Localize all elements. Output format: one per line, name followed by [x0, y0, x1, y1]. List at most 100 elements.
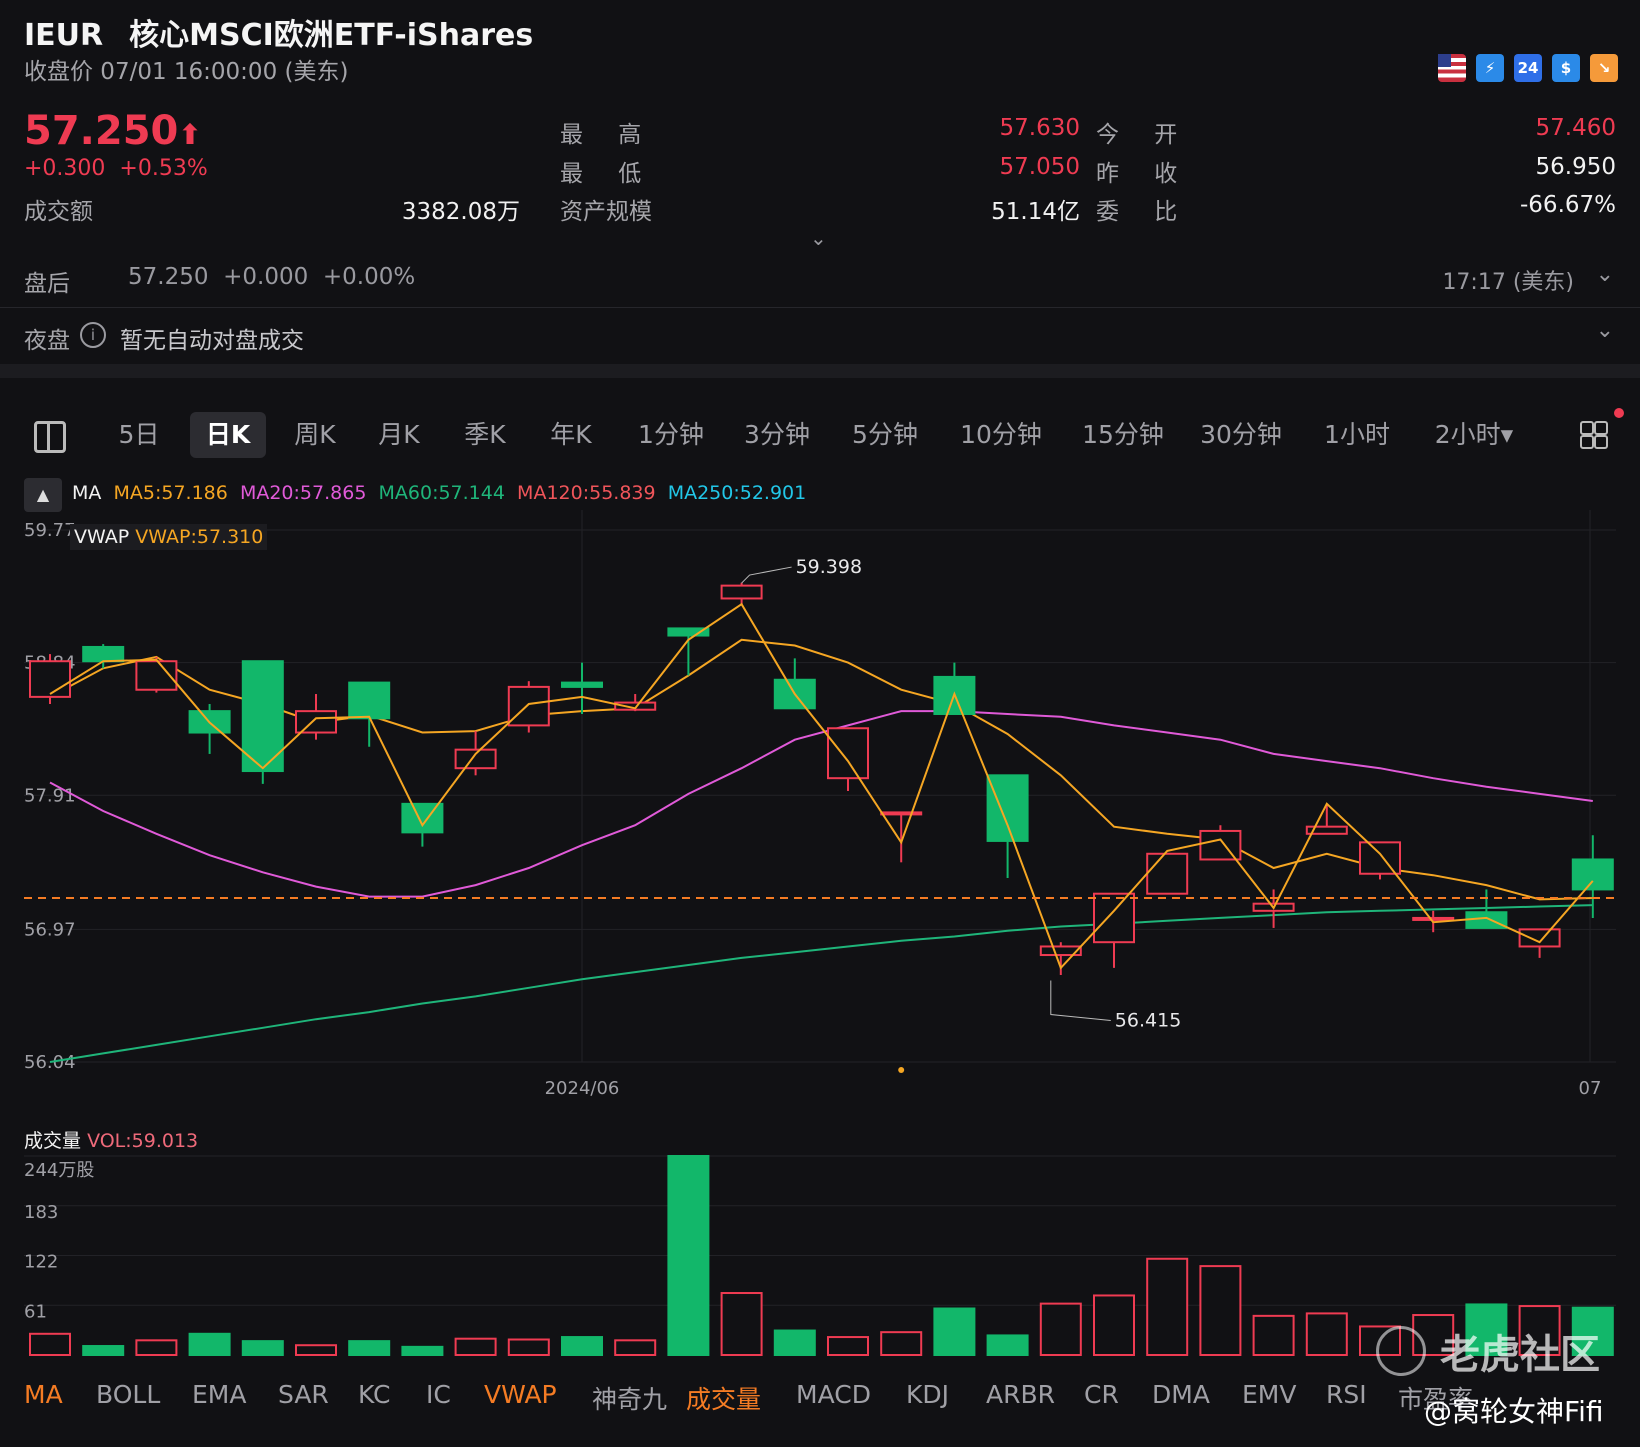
price-axis-label: 59.77 — [24, 520, 76, 541]
volume-bar — [348, 1340, 391, 1356]
indicator-3[interactable]: SAR — [278, 1380, 329, 1409]
candle-body — [561, 681, 603, 688]
indicator-5[interactable]: IC — [426, 1380, 451, 1409]
turnover-value: 3382.08万 — [401, 199, 520, 225]
indicator-6[interactable]: VWAP — [484, 1380, 557, 1409]
ratio-label: 委 比 — [1096, 199, 1192, 225]
vwap-legend: VWAP VWAP:57.310 — [70, 524, 268, 550]
candle-body — [667, 627, 710, 637]
ma20-line — [49, 710, 1593, 898]
volume-bar — [561, 1336, 603, 1356]
aum-label: 资产规模 — [560, 199, 652, 225]
market-badges: ⚡ 24 $ ↘ — [1438, 54, 1618, 82]
low-marker-label: 56.415 — [1115, 1010, 1181, 1032]
indicator-1[interactable]: BOLL — [96, 1380, 161, 1409]
volume-bar — [29, 1332, 71, 1356]
collapse-indicators-icon[interactable]: ▲ — [24, 478, 62, 512]
tab-4[interactable]: 季K — [464, 420, 506, 449]
watermark-author: @窝轮女神Fifi — [1424, 1395, 1604, 1428]
candle-body — [720, 584, 763, 600]
watermark-brand: 老虎社区 — [1440, 1332, 1600, 1378]
aum-value: 51.14亿 — [991, 199, 1080, 225]
candle-body — [1465, 911, 1508, 929]
dollar-icon[interactable]: $ — [1552, 54, 1580, 82]
event-dot — [898, 1067, 905, 1073]
indicator-13[interactable]: DMA — [1152, 1380, 1210, 1409]
sidebar-toggle-icon[interactable] — [34, 421, 66, 453]
price-change: +0.300 +0.53% — [24, 156, 208, 181]
candle-body — [401, 802, 444, 834]
volume-bar — [507, 1338, 550, 1357]
volume-axis-label: 244万股 — [24, 1160, 94, 1181]
prev-close-value: 56.950 — [1535, 154, 1616, 180]
info-icon[interactable]: i — [80, 322, 106, 348]
tab-3[interactable]: 月K — [378, 420, 420, 449]
tab-5[interactable]: 年K — [550, 420, 592, 449]
ma60-line — [49, 904, 1593, 1063]
high-marker-line — [741, 566, 792, 584]
us-flag-icon[interactable] — [1438, 54, 1466, 82]
lightning-icon[interactable]: ⚡ — [1476, 54, 1504, 82]
indicator-8[interactable]: 成交量 — [686, 1385, 762, 1414]
candle-body — [295, 710, 337, 734]
tab-13[interactable]: 2小时▾ — [1434, 420, 1514, 449]
candle-body — [614, 701, 657, 711]
volume-bar — [188, 1332, 231, 1356]
trend-icon[interactable]: ↘ — [1590, 54, 1618, 82]
prev-close-label: 昨 收 — [1096, 161, 1192, 187]
night-session-chevron-icon[interactable]: ⌄ — [1595, 318, 1614, 343]
after-hours-chevron-icon[interactable]: ⌄ — [1595, 262, 1614, 287]
candle-body — [241, 660, 284, 773]
candle-body — [1039, 945, 1082, 957]
indicator-12[interactable]: CR — [1084, 1380, 1119, 1409]
price-axis-label: 57.91 — [24, 785, 76, 806]
tab-7[interactable]: 3分钟 — [744, 420, 810, 449]
tab-9[interactable]: 10分钟 — [960, 420, 1042, 449]
tab-1[interactable]: 日K — [190, 412, 266, 458]
indicator-11[interactable]: ARBR — [986, 1380, 1055, 1409]
tab-11[interactable]: 30分钟 — [1200, 420, 1282, 449]
volume-chart[interactable]: 244万股 183 122 61 — [0, 1150, 1640, 1360]
tab-12[interactable]: 1小时 — [1324, 420, 1390, 449]
price-chart[interactable]: 59.7758.8457.9156.9756.042024/060759.398… — [0, 510, 1640, 1110]
indicator-0[interactable]: MA — [24, 1380, 63, 1409]
after-hours-quote: 57.250 +0.000 +0.00% — [128, 264, 416, 290]
volume-bar — [1093, 1294, 1135, 1357]
candle-body — [507, 685, 550, 727]
indicator-10[interactable]: KDJ — [906, 1380, 950, 1409]
indicator-14[interactable]: EMV — [1242, 1380, 1297, 1409]
indicator-2[interactable]: EMA — [192, 1380, 247, 1409]
24-hour-icon[interactable]: 24 — [1514, 54, 1542, 82]
low-value: 57.050 — [999, 154, 1080, 180]
open-value: 57.460 — [1535, 115, 1616, 141]
tab-2[interactable]: 周K — [294, 420, 336, 449]
volume-legend: 成交量 VOL:59.013 — [24, 1130, 199, 1152]
indicator-9[interactable]: MACD — [796, 1380, 871, 1409]
tab-0[interactable]: 5日 — [118, 420, 160, 449]
tiger-logo-icon — [1376, 1326, 1426, 1376]
expand-quote-chevron-icon[interactable]: ⌄ — [810, 226, 827, 250]
volume-bar — [827, 1336, 869, 1356]
volume-bar — [933, 1307, 976, 1357]
indicator-4[interactable]: KC — [358, 1380, 391, 1409]
tab-10[interactable]: 15分钟 — [1082, 420, 1164, 449]
tab-8[interactable]: 5分钟 — [852, 420, 918, 449]
volume-axis-label: 122 — [24, 1252, 58, 1273]
close-time-label: 收盘价 07/01 16:00:00 (美东) — [24, 59, 349, 85]
candle-body — [29, 660, 71, 698]
indicator-16[interactable]: 市盈率 — [1398, 1385, 1474, 1414]
volume-bar — [1199, 1265, 1242, 1356]
price-axis-label: 56.97 — [24, 919, 76, 940]
more-grid-icon[interactable] — [1580, 421, 1608, 449]
indicator-7[interactable]: 神奇九 — [592, 1385, 668, 1414]
volume-bar — [1146, 1257, 1189, 1356]
high-marker-label: 59.398 — [796, 556, 862, 578]
tab-6[interactable]: 1分钟 — [638, 420, 704, 449]
indicator-15[interactable]: RSI — [1326, 1380, 1367, 1409]
night-session-label: 夜盘 — [24, 328, 70, 354]
volume-bar — [614, 1339, 657, 1356]
candle-body — [1412, 916, 1455, 921]
ma-legend: MA MA5:57.186 MA20:57.865 MA60:57.144 MA… — [72, 482, 807, 504]
candle-body — [827, 727, 869, 780]
high-label: 最 高 — [560, 122, 656, 148]
